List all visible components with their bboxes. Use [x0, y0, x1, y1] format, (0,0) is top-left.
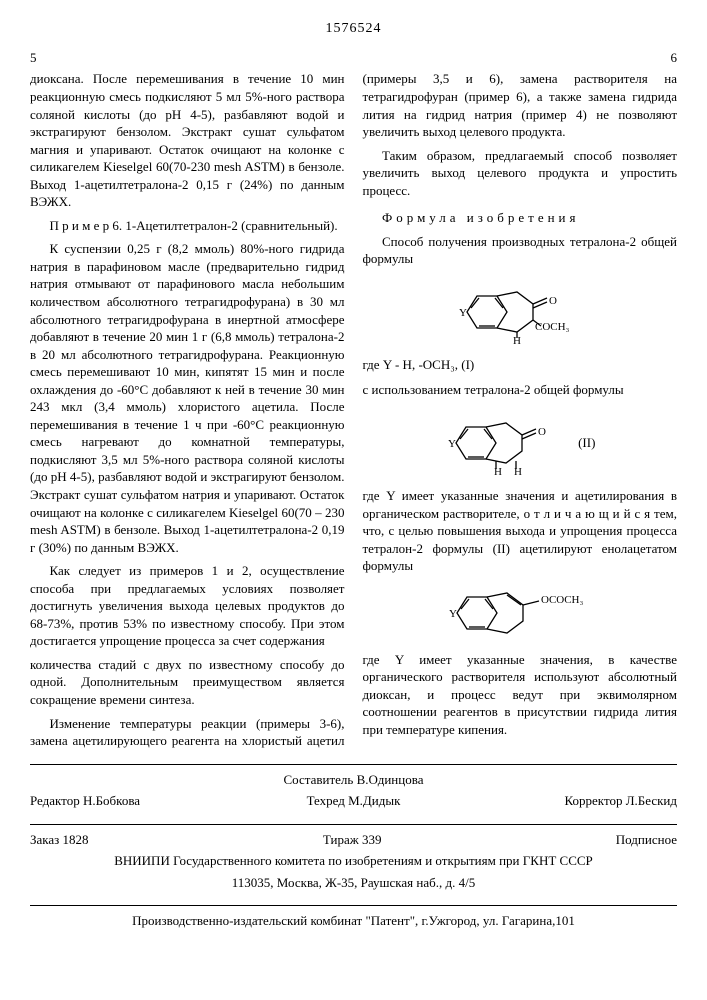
left-col-num: 5 [30, 49, 37, 67]
two-column-body: диоксана. После перемешивания в течение … [30, 70, 677, 749]
formula1-group: COCH₃ [535, 321, 570, 333]
where-line-3: где Y имеет указанные значения, в качест… [363, 651, 678, 739]
formula2-O: O [538, 426, 546, 438]
formula3-group: OCOCH₃ [541, 594, 584, 606]
formula2-Y: Y [448, 438, 456, 450]
formula-2-label: (II) [578, 434, 595, 452]
formula2-H: H [494, 466, 502, 478]
separator-1 [30, 764, 677, 765]
right-p1: количества стадий с двух по известному с… [30, 656, 345, 709]
printer-line: Производственно-издательский комбинат "П… [30, 912, 677, 930]
right-p4: Способ получения производных тетралона-2… [363, 233, 678, 268]
credits-row-2: Редактор Н.Бобкова Техред М.Дидык Коррек… [30, 792, 677, 810]
left-p3: К суспензии 0,25 г (8,2 ммоль) 80%-ного … [30, 240, 345, 556]
vniipi-addr: 113035, Москва, Ж-35, Раушская наб., д. … [30, 874, 677, 892]
tirazh: Тираж 339 [323, 831, 382, 849]
right-col-num: 6 [671, 49, 678, 67]
formula1-Y: Y [459, 307, 467, 319]
left-p1: диоксана. После перемешивания в течение … [30, 70, 345, 210]
editor-credit: Редактор Н.Бобкова [30, 792, 239, 810]
imprint-block: Заказ 1828 Тираж 339 Подписное ВНИИПИ Го… [30, 831, 677, 892]
formula-1-block: Y O H COCH₃ [363, 276, 678, 348]
where-line-2: где Y имеет указанные значения и ацетили… [363, 487, 678, 575]
techred-credit: Техред М.Дидык [249, 792, 458, 810]
separator-2 [30, 824, 677, 825]
chem-structure-2: Y O H H [444, 407, 564, 479]
separator-3 [30, 905, 677, 906]
formula-3-block: Y OCOCH₃ [363, 583, 678, 643]
right-p5: с использованием тетралона-2 общей форму… [363, 381, 678, 399]
claims-title: Формула изобретения [363, 209, 678, 227]
vniipi-org: ВНИИПИ Государственного комитета по изоб… [30, 852, 677, 870]
where-line-1: где Y - H, -OCH₃, (I) [363, 356, 678, 374]
column-number-row: 5 6 [30, 49, 677, 67]
chem-structure-3: Y OCOCH₃ [445, 583, 595, 643]
left-p2-example6-title: П р и м е р 6. 1-Ацетилтетралон-2 (сравн… [30, 217, 345, 235]
formula-2-block: Y O H H (II) [363, 407, 678, 479]
document-number: 1576524 [30, 20, 677, 39]
credits-row-1: Составитель В.Одинцова [30, 771, 677, 789]
formula2-H2: H [514, 466, 522, 478]
corrector-credit: Корректор Л.Бескид [468, 792, 677, 810]
order-number: Заказ 1828 [30, 831, 89, 849]
podpisnoe: Подписное [616, 831, 677, 849]
compiler-credit: Составитель В.Одинцова [249, 771, 458, 789]
left-p4: Как следует из примеров 1 и 2, осуществл… [30, 562, 345, 650]
formula3-Y: Y [449, 608, 457, 620]
chem-structure-1: Y O H COCH₃ [455, 276, 585, 348]
formula1-O: O [549, 295, 557, 307]
right-p3: Таким образом, предлагаемый способ позво… [363, 147, 678, 200]
